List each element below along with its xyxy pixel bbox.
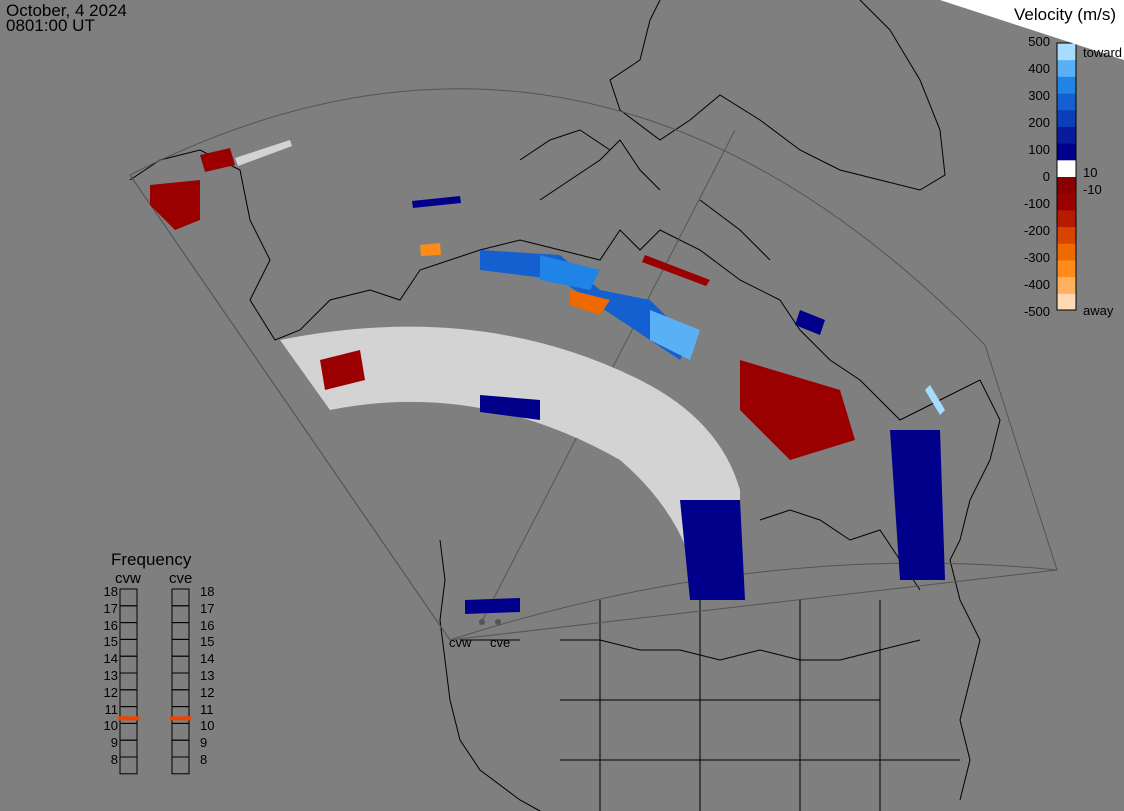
frequency-scale-label: 14: [103, 651, 118, 667]
frequency-scale-label: 11: [200, 701, 214, 717]
frequency-cell: [171, 588, 190, 607]
colorbar-tick: -400: [1023, 277, 1050, 292]
frequency-cell: [119, 622, 138, 640]
date-label: October, 4 2024: [6, 1, 127, 20]
radar-label-cvw: cvw: [449, 635, 472, 650]
frequency-cell: [119, 655, 138, 674]
time-label: 0801:00 UT: [6, 16, 95, 35]
colorbar-segment: [1057, 76, 1076, 94]
frequency-scale-label: 15: [103, 634, 118, 650]
frequency-scale-label: 16: [200, 617, 215, 633]
colorbar-segment: [1057, 43, 1076, 61]
frequency-radar-cvw: cvw: [115, 570, 141, 587]
colorbar-tick: 500: [1028, 34, 1050, 49]
velocity-echoes: [150, 140, 945, 625]
frequency-scale-label: 15: [200, 634, 215, 650]
colorbar-tick: 100: [1028, 142, 1050, 157]
frequency-bars: [118, 588, 191, 775]
frequency-marker: [118, 716, 139, 721]
frequency-scale-label: 17: [200, 600, 215, 616]
frequency-scale-label: 14: [200, 651, 215, 667]
colorbar-frame: [1056, 42, 1077, 311]
frequency-cell: [171, 672, 190, 691]
frequency-radar-cve: cve: [169, 570, 193, 587]
colorbar-segment: [1057, 159, 1076, 177]
colorbar-tick: -300: [1023, 250, 1050, 265]
colorbar-segment: [1057, 109, 1076, 127]
colorbar-away-label: away: [1083, 303, 1114, 318]
velocity-colorbar: [1057, 43, 1076, 311]
colorbar-segment: [1057, 276, 1076, 294]
frequency-scale-label: 18: [200, 584, 215, 599]
colorbar-segment: [1057, 59, 1076, 77]
colorbar-tick: -200: [1023, 223, 1050, 238]
frequency-scale-label: 18: [103, 584, 118, 599]
frequency-cell: [119, 638, 138, 657]
frequency-scale-label: 12: [200, 684, 215, 700]
colorbar-segment: [1057, 143, 1076, 161]
colorbar-tick: -100: [1023, 196, 1050, 211]
colorbar-segment: [1057, 226, 1076, 244]
colorbar-tick: 0: [1042, 169, 1050, 184]
frequency-scale-label: 13: [103, 668, 118, 683]
colorbar-title: Velocity (m/s): [1014, 5, 1117, 24]
colorbar-pos-label: 10: [1083, 165, 1098, 180]
frequency-cell: [171, 706, 190, 724]
frequency-scale-label: 17: [103, 600, 118, 616]
frequency-scale-label: 13: [200, 668, 215, 683]
frequency-scale-label: 8: [110, 752, 118, 767]
frequency-scale-label: 12: [103, 684, 118, 700]
colorbar-tick: 200: [1028, 115, 1050, 130]
map-corner: [940, 0, 1124, 60]
frequency-scale-label: 8: [200, 752, 208, 767]
frequency-cell: [119, 672, 138, 691]
frequency-scale-label: 10: [200, 718, 215, 734]
frequency-cell: [171, 655, 190, 674]
colorbar-toward-label: toward: [1083, 45, 1123, 60]
colorbar-neg-label: -10: [1083, 182, 1102, 197]
colorbar-segment: [1057, 209, 1076, 228]
frequency-scale-label: 16: [103, 617, 118, 633]
frequency-cell: [171, 622, 190, 640]
frequency-cell: [171, 722, 190, 741]
colorbar-segment: [1057, 259, 1076, 278]
frequency-cell: [119, 689, 138, 708]
colorbar-segment: [1057, 243, 1076, 261]
frequency-cell: [171, 605, 190, 624]
frequency-cell: [171, 689, 190, 708]
frequency-cell: [119, 706, 138, 724]
frequency-scale-label: 10: [103, 718, 118, 734]
frequency-scale-label: 9: [110, 735, 118, 751]
colorbar-segment: [1057, 126, 1076, 144]
frequency-scale-label: 11: [104, 701, 119, 717]
frequency-cell: [171, 739, 190, 758]
frequency-cell: [171, 756, 190, 775]
frequency-cell: [119, 756, 138, 775]
colorbar-segment: [1057, 176, 1076, 194]
frequency-marker: [170, 716, 191, 721]
frequency-cell: [119, 588, 138, 607]
frequency-cell: [119, 739, 138, 758]
colorbar-tick: 300: [1028, 88, 1050, 103]
frequency-cell: [119, 722, 138, 741]
frequency-scale-label: 9: [200, 735, 208, 751]
colorbar-tick: 400: [1028, 61, 1050, 76]
colorbar-segment: [1057, 293, 1076, 311]
colorbar-tick: -500: [1023, 304, 1050, 319]
frequency-title: Frequency: [111, 550, 192, 569]
frequency-cell: [171, 638, 190, 657]
frequency-cell: [119, 605, 138, 624]
colorbar-segment: [1057, 193, 1076, 211]
colorbar-segment: [1057, 93, 1076, 111]
radar-label-cve: cve: [490, 635, 510, 650]
